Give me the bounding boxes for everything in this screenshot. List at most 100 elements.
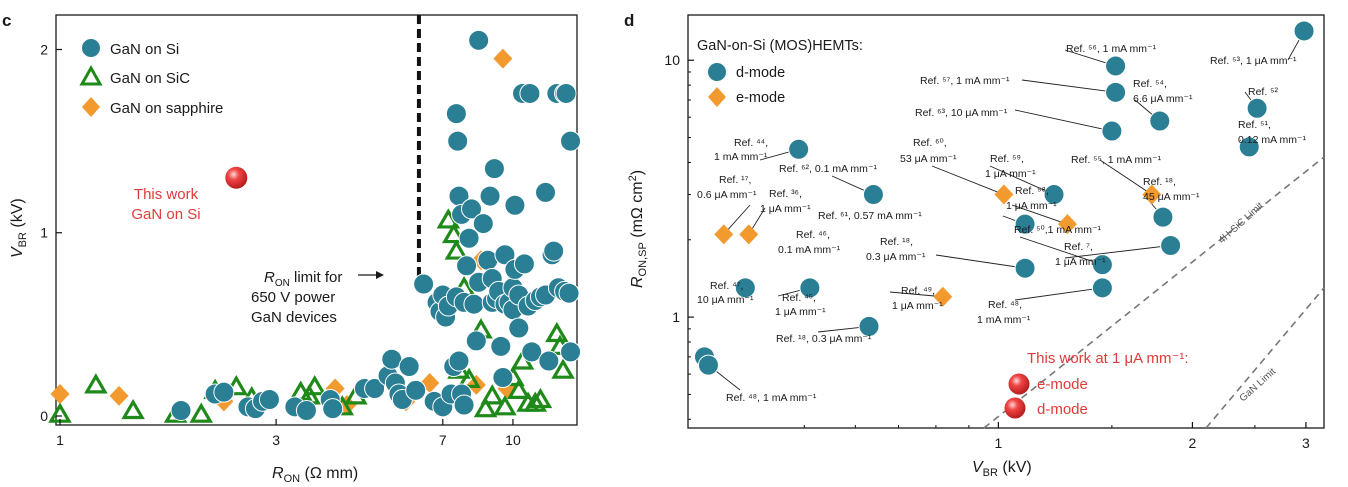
ref-label: 0.6 μA mm⁻¹ [697, 189, 757, 201]
panel-c-xlabel: RON (Ω mm) [272, 465, 358, 485]
data-point [189, 402, 213, 423]
ref-label: 53 μA mm⁻¹ [900, 153, 957, 165]
data-point [1246, 97, 1268, 119]
series-d-mode [693, 20, 1315, 376]
legend-si-label: GaN on Si [110, 41, 179, 58]
leader-line [1064, 245, 1171, 259]
this-work-marker [225, 166, 248, 189]
leader-line [935, 254, 1026, 269]
ref-label: 1 μA mm⁻¹ [760, 203, 811, 215]
ref-label: Ref. ¹⁸, [880, 236, 913, 248]
ref-label: 0.1 mA mm⁻¹ [778, 244, 841, 256]
data-point [1149, 110, 1171, 132]
data-point [302, 374, 327, 396]
this-work-sublabel: GaN on Si [131, 206, 200, 223]
data-point [494, 244, 516, 266]
limit-r-symbol: R [264, 269, 275, 286]
data-point [1091, 277, 1113, 299]
ref-label: Ref. ⁵⁹, [990, 153, 1024, 165]
data-point [508, 317, 530, 339]
data-point [714, 224, 734, 245]
c-xlabel-rest: (Ω mm) [300, 465, 358, 482]
data-point [555, 82, 577, 104]
this-work-label: This work [134, 186, 199, 203]
ref-label: 1 μA mm⁻¹ [1006, 200, 1057, 212]
y-tick-label: 2 [40, 41, 48, 57]
data-point [1057, 214, 1077, 235]
data-point [560, 130, 582, 152]
data-point [523, 391, 548, 412]
data-point [558, 282, 580, 304]
ref-label: Ref. ⁴⁹, [901, 285, 935, 297]
limit-label-line3: GaN devices [251, 309, 337, 326]
panel-c-data-points [48, 29, 582, 423]
data-point [1293, 20, 1315, 42]
data-point [170, 400, 192, 422]
leader-line [1014, 287, 1103, 301]
this-work-emode-marker [1008, 373, 1030, 395]
ref-label: Ref. ¹⁸, 0.3 μA mm⁻¹ [776, 333, 872, 345]
y-tick-label: 10 [664, 52, 680, 68]
data-point [448, 350, 470, 372]
data-point [739, 224, 759, 245]
data-point [799, 277, 821, 299]
d-ylabel-sup: 2 [627, 175, 639, 181]
data-point [458, 227, 480, 249]
legend-sapphire-marker [82, 97, 100, 117]
data-point [213, 381, 235, 403]
ref-label: Ref. ⁴⁴, [734, 137, 768, 149]
x-tick-label: 10 [505, 432, 521, 448]
data-point [506, 378, 531, 399]
leader-line [889, 291, 943, 298]
data-point [465, 330, 487, 352]
data-point [413, 273, 435, 295]
data-point [398, 356, 420, 378]
x-tick-label: 3 [272, 432, 280, 448]
data-point [535, 181, 557, 203]
ref-label: 45 μA mm⁻¹ [1143, 191, 1200, 203]
panel-d-ticks: 1 2 3 1 10 [664, 52, 1310, 451]
c-ylabel-rest: (kV) [9, 198, 26, 232]
panel-d-ylabel: RON,SP (mΩ cm2) [627, 170, 649, 288]
ref-label: Ref. ³⁶, [769, 188, 802, 200]
ref-label: Ref. ⁵⁵, 1 mA mm⁻¹ [1071, 154, 1162, 166]
this-work-dmode-label: d-mode [1037, 401, 1088, 418]
leader-line [989, 165, 1055, 195]
data-point [456, 255, 478, 277]
data-point [322, 398, 344, 420]
data-point [483, 158, 505, 180]
data-point [447, 130, 469, 152]
legend-sic-label: GaN on SiC [110, 70, 190, 87]
ref-label: Ref. ⁶², 0.1 mA mm⁻¹ [779, 163, 877, 175]
data-point [84, 373, 108, 394]
data-point [994, 184, 1014, 205]
panel-d-plot-frame [687, 14, 1325, 429]
d-xlabel-rest: (kV) [998, 459, 1032, 476]
data-point [1105, 55, 1127, 77]
this-work-emode-label: e-mode [1037, 376, 1088, 393]
data-point [473, 396, 498, 418]
panel-c-letter: c [2, 11, 11, 30]
data-point [543, 240, 565, 262]
panel-c-this-work: This work GaN on Si [131, 166, 248, 223]
data-point [121, 398, 145, 420]
d-ylabel-sub: ON,SP [637, 242, 649, 276]
sic-limit-label: 4H-SiC Limit [1217, 200, 1266, 246]
ref-label: Ref. ⁵³, 1 μA mm⁻¹ [1210, 55, 1297, 67]
d-xlabel-main: V [972, 459, 984, 476]
d-ylabel-end: ) [629, 170, 646, 175]
data-point [472, 213, 494, 235]
ref-label: 6.6 μA mm⁻¹ [1133, 93, 1193, 105]
data-point [364, 378, 386, 400]
panel-d-data-points [693, 20, 1315, 376]
data-point [513, 253, 535, 275]
panel-d-this-work: This work at 1 μA mm⁻¹: e-mode d-mode [1004, 350, 1189, 419]
data-point [862, 184, 884, 206]
limit-label-line1: RON limit for [264, 269, 342, 289]
data-point [405, 379, 427, 401]
y-tick-label: 1 [672, 309, 680, 325]
data-point [109, 385, 129, 406]
d-xlabel-sub: BR [983, 467, 998, 479]
